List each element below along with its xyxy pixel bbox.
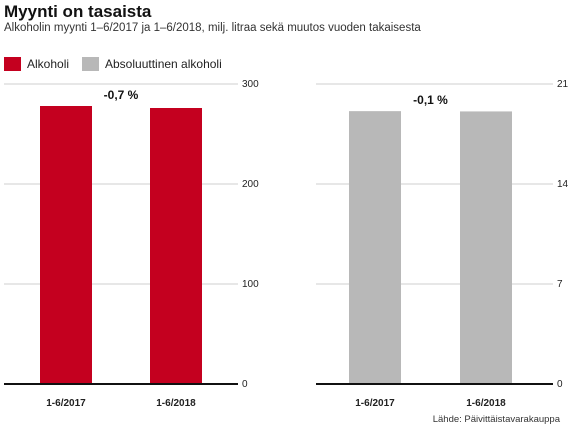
legend-label-alkoholi: Alkoholi xyxy=(27,57,70,71)
y-tick-label-1-2: 14 xyxy=(557,179,569,190)
x-tick-label-0-1: 1-6/2018 xyxy=(156,398,196,409)
bar-1-1 xyxy=(460,111,512,384)
chart-subtitle: Alkoholin myynti 1–6/2017 ja 1–6/2018, m… xyxy=(4,22,421,34)
bar-0-1 xyxy=(150,108,202,384)
legend-swatch-absoluuttinen xyxy=(82,57,99,71)
change-label-1: -0,1 % xyxy=(413,93,448,107)
y-tick-label-0-1: 100 xyxy=(242,279,259,290)
x-tick-label-0-0: 1-6/2017 xyxy=(46,398,86,409)
x-tick-label-1-0: 1-6/2017 xyxy=(355,398,395,409)
y-tick-label-0-3: 300 xyxy=(242,79,259,90)
y-tick-label-0-0: 0 xyxy=(242,379,248,390)
x-tick-label-1-1: 1-6/2018 xyxy=(466,398,506,409)
legend-item-absoluuttinen: Absoluuttinen alkoholi xyxy=(82,57,222,71)
y-tick-label-1-1: 7 xyxy=(557,279,563,290)
y-tick-label-1-0: 0 xyxy=(557,379,563,390)
source-note: Lähde: Päivittäistavarakauppa xyxy=(432,414,560,425)
chart-title: Myynti on tasaista xyxy=(4,2,152,21)
legend-swatch-alkoholi xyxy=(4,57,21,71)
y-tick-label-0-2: 200 xyxy=(242,179,259,190)
change-label-0: -0,7 % xyxy=(104,88,139,102)
bar-0-0 xyxy=(40,106,92,384)
legend-item-alkoholi: Alkoholi xyxy=(4,57,69,71)
y-tick-label-1-3: 21 xyxy=(557,79,569,90)
bar-1-0 xyxy=(349,111,401,385)
legend-label-absoluuttinen: Absoluuttinen alkoholi xyxy=(105,57,222,71)
